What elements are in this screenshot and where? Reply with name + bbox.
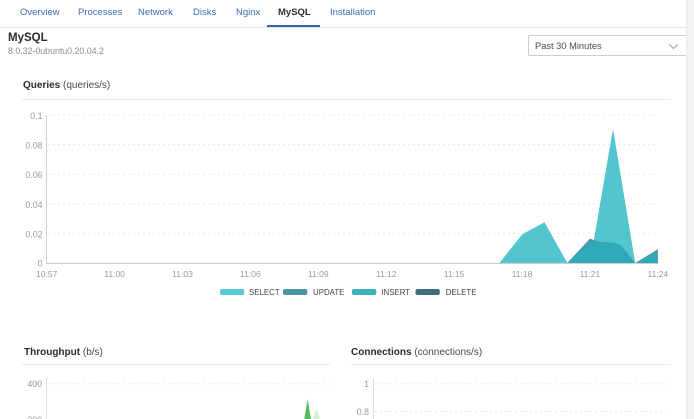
svg-text:10:57: 10:57 bbox=[36, 269, 58, 279]
svg-text:300: 300 bbox=[27, 415, 42, 419]
svg-text:11:24: 11:24 bbox=[647, 269, 668, 279]
svg-text:11:15: 11:15 bbox=[444, 269, 465, 279]
svg-text:0.06: 0.06 bbox=[25, 170, 42, 180]
svg-text:0.04: 0.04 bbox=[25, 200, 42, 210]
svg-text:11:12: 11:12 bbox=[376, 269, 397, 279]
svg-text:0: 0 bbox=[38, 259, 43, 269]
svg-text:11:03: 11:03 bbox=[172, 269, 193, 279]
svg-text:11:21: 11:21 bbox=[580, 269, 601, 279]
svg-text:0.1: 0.1 bbox=[30, 111, 42, 121]
svg-text:0.02: 0.02 bbox=[25, 229, 42, 239]
svg-text:400: 400 bbox=[27, 379, 42, 389]
svg-text:11:06: 11:06 bbox=[240, 269, 261, 279]
svg-text:11:18: 11:18 bbox=[512, 269, 533, 279]
svg-text:1: 1 bbox=[364, 379, 369, 389]
svg-text:0.8: 0.8 bbox=[357, 407, 369, 417]
svg-text:DELETE: DELETE bbox=[446, 288, 477, 297]
svg-text:11:09: 11:09 bbox=[308, 269, 329, 279]
svg-text:INSERT: INSERT bbox=[381, 288, 410, 297]
svg-text:SELECT: SELECT bbox=[249, 288, 280, 297]
svg-text:UPDATE: UPDATE bbox=[313, 288, 344, 297]
svg-text:0.08: 0.08 bbox=[25, 141, 42, 151]
svg-text:11:00: 11:00 bbox=[104, 269, 125, 279]
